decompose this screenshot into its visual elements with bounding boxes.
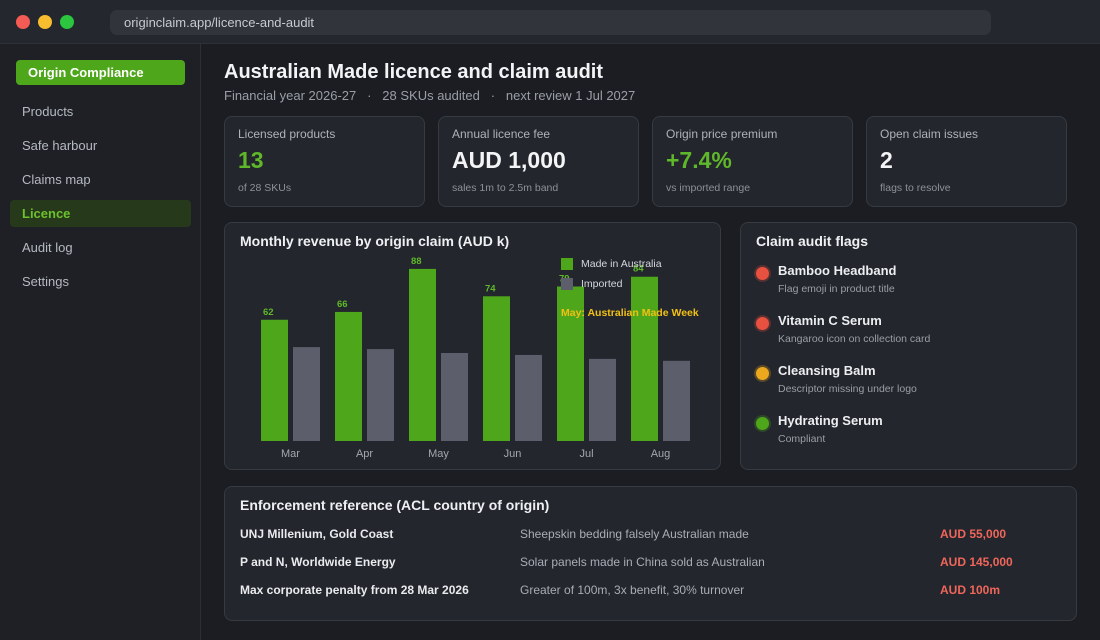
bar-made-in-australia	[335, 311, 362, 441]
kpi-value: +7.4%	[666, 147, 732, 173]
legend-label: Imported	[581, 278, 623, 290]
enforcement-penalty: AUD 55,000	[940, 527, 1007, 541]
kpi-note: vs imported range	[666, 182, 751, 194]
enforcement-party: P and N, Worldwide Energy	[240, 555, 396, 569]
sidebar-item-audit-log[interactable]: Audit log	[22, 240, 73, 255]
skus-audited: 28 SKUs audited	[382, 88, 480, 103]
legend-swatch	[561, 278, 573, 290]
bar-made-in-australia	[557, 286, 584, 441]
enforcement-penalty: AUD 100m	[940, 583, 1001, 597]
flag-product-name: Bamboo Headband	[778, 263, 897, 278]
window-minimize-button[interactable]	[38, 15, 52, 29]
enforcement-conduct: Solar panels made in China sold as Austr…	[520, 555, 765, 569]
kpi-card-price-premium: Origin price premium +7.4% vs imported r…	[652, 116, 853, 207]
legend-label: Made in Australia	[581, 258, 662, 270]
kpi-label: Annual licence fee	[452, 127, 551, 141]
flag-product-name: Cleansing Balm	[778, 363, 876, 378]
sidebar-item-settings[interactable]: Settings	[22, 274, 69, 289]
enforcement-panel: Enforcement reference (ACL country of or…	[224, 486, 1077, 621]
sidebar-item-safe-harbour[interactable]: Safe harbour	[22, 138, 98, 153]
claim-flags-panel: Claim audit flags Bamboo Headband Flag e…	[740, 222, 1077, 470]
flag-item[interactable]: Cleansing Balm Descriptor missing under …	[756, 363, 1066, 399]
kpi-value: 2	[880, 147, 893, 173]
kpi-value: 13	[238, 147, 264, 173]
separator: ·	[359, 88, 379, 103]
revenue-chart-panel: Monthly revenue by origin claim (AUD k) …	[224, 222, 721, 470]
flag-product-name: Vitamin C Serum	[778, 313, 882, 328]
data-label: 84	[633, 264, 644, 275]
status-dot	[756, 417, 769, 430]
kpi-value: AUD 1,000	[452, 147, 566, 173]
window-maximize-button[interactable]	[60, 15, 74, 29]
x-tick-label: Aug	[651, 448, 671, 460]
enforcement-conduct: Sheepskin bedding falsely Australian mad…	[520, 527, 749, 541]
bar-imported	[589, 358, 616, 441]
fiscal-year: Financial year 2026-27	[224, 88, 357, 103]
data-label: 88	[411, 256, 422, 267]
separator: ·	[483, 88, 503, 103]
revenue-chart: 62Mar66Apr88May74Jun79Jul84AugMade in Au…	[261, 256, 699, 460]
next-review: next review 1 Jul 2027	[505, 88, 636, 103]
kpi-label: Open claim issues	[880, 127, 979, 141]
kpi-note: flags to resolve	[880, 182, 951, 194]
enforcement-title: Enforcement reference (ACL country of or…	[240, 497, 550, 513]
enforcement-party: Max corporate penalty from 28 Mar 2026	[240, 583, 469, 597]
chart-title: Monthly revenue by origin claim (AUD k)	[240, 233, 510, 249]
flag-description: Flag emoji in product title	[778, 283, 895, 295]
window-close-button[interactable]	[16, 15, 30, 29]
table-row: Max corporate penalty from 28 Mar 2026 G…	[240, 583, 1070, 601]
bar-made-in-australia	[631, 276, 658, 441]
status-dot	[756, 317, 769, 330]
x-tick-label: May	[428, 448, 449, 460]
kpi-label: Licensed products	[238, 127, 336, 141]
sidebar-item-licence[interactable]: Licence	[10, 200, 191, 227]
bar-imported	[663, 360, 690, 441]
data-label: 62	[263, 307, 274, 318]
sidebar-item-claims-map[interactable]: Claims map	[22, 172, 91, 187]
flags-title: Claim audit flags	[756, 233, 869, 249]
bar-made-in-australia	[483, 296, 510, 441]
kpi-note: of 28 SKUs	[238, 182, 292, 194]
address-bar[interactable]: originclaim.app/licence-and-audit	[110, 10, 991, 35]
bar-made-in-australia	[261, 319, 288, 441]
flag-product-name: Hydrating Serum	[778, 413, 883, 428]
kpi-card-licensed-products: Licensed products 13 of 28 SKUs	[224, 116, 425, 207]
page-subtitle: Financial year 2026-27 · 28 SKUs audited…	[224, 88, 635, 103]
x-tick-label: Apr	[356, 448, 373, 460]
table-row: P and N, Worldwide Energy Solar panels m…	[240, 555, 1070, 573]
legend-swatch	[561, 258, 573, 270]
flag-item[interactable]: Bamboo Headband Flag emoji in product ti…	[756, 263, 1066, 299]
kpi-card-open-issues: Open claim issues 2 flags to resolve	[866, 116, 1067, 207]
browser-toolbar: originclaim.app/licence-and-audit	[0, 0, 1100, 44]
sidebar-item-products[interactable]: Products	[22, 104, 74, 119]
x-tick-label: Jul	[579, 448, 593, 460]
data-label: 74	[485, 283, 496, 294]
flag-item[interactable]: Vitamin C Serum Kangaroo icon on collect…	[756, 313, 1066, 349]
x-tick-label: Mar	[281, 448, 300, 460]
flag-description: Descriptor missing under logo	[778, 383, 917, 395]
kpi-card-licence-fee: Annual licence fee AUD 1,000 sales 1m to…	[438, 116, 639, 207]
status-dot	[756, 267, 769, 280]
flag-item[interactable]: Hydrating Serum Compliant	[756, 413, 1066, 449]
data-label: 66	[337, 299, 348, 310]
bar-imported	[441, 353, 468, 441]
enforcement-conduct: Greater of 100m, 3x benefit, 30% turnove…	[520, 583, 745, 597]
bar-imported	[293, 347, 320, 441]
status-dot	[756, 367, 769, 380]
chart-annotation: May: Australian Made Week	[561, 307, 699, 319]
sidebar: Origin Compliance Products Safe harbour …	[0, 44, 201, 640]
enforcement-party: UNJ Millenium, Gold Coast	[240, 527, 394, 541]
flag-description: Kangaroo icon on collection card	[778, 333, 931, 345]
x-tick-label: Jun	[504, 448, 522, 460]
bar-imported	[515, 354, 542, 441]
enforcement-penalty: AUD 145,000	[940, 555, 1013, 569]
flag-description: Compliant	[778, 433, 826, 445]
bar-imported	[367, 349, 394, 441]
kpi-label: Origin price premium	[666, 127, 778, 141]
bar-made-in-australia	[409, 268, 436, 441]
brand-logo[interactable]: Origin Compliance	[16, 60, 185, 85]
kpi-note: sales 1m to 2.5m band	[452, 182, 559, 194]
table-row: UNJ Millenium, Gold Coast Sheepskin bedd…	[240, 527, 1070, 545]
page-title: Australian Made licence and claim audit	[224, 61, 604, 83]
